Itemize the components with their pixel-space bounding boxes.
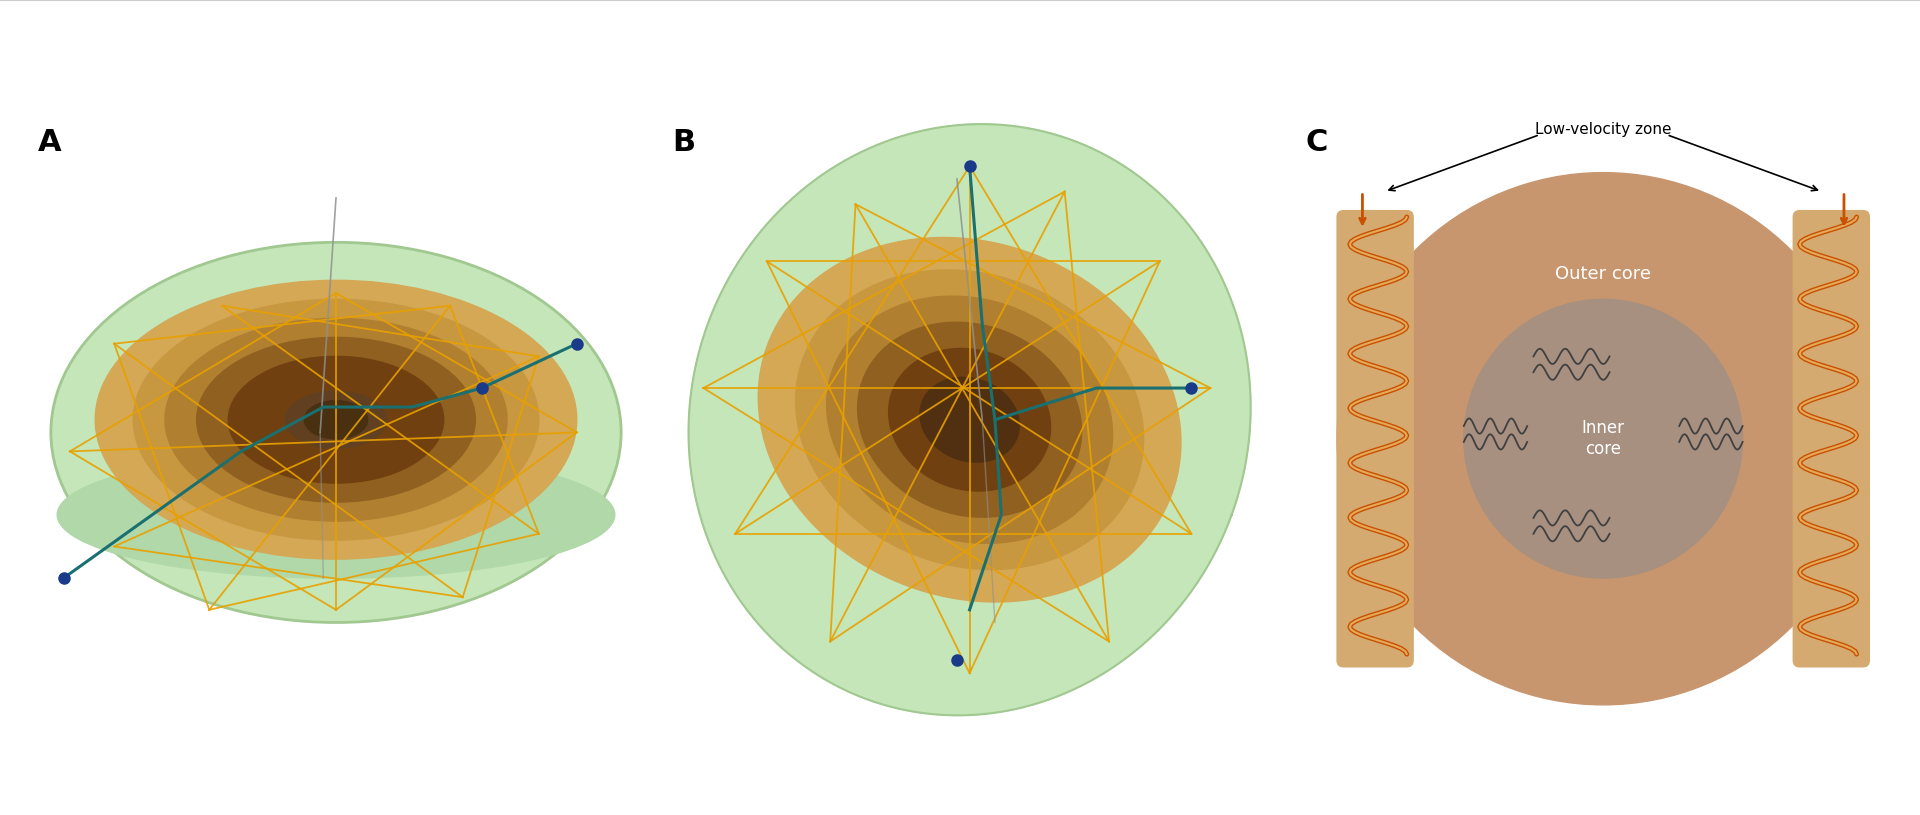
Polygon shape [889,349,1050,491]
Polygon shape [758,237,1181,602]
Ellipse shape [50,242,622,623]
Ellipse shape [228,356,444,483]
Ellipse shape [303,401,369,438]
Polygon shape [920,377,1020,462]
Ellipse shape [58,452,614,578]
Text: A: A [38,128,61,157]
Polygon shape [795,270,1144,570]
Polygon shape [858,322,1081,518]
Ellipse shape [96,280,576,559]
Polygon shape [689,124,1250,716]
Text: B: B [672,128,695,157]
Circle shape [1463,299,1743,578]
Circle shape [1336,173,1870,705]
Ellipse shape [165,319,507,521]
FancyBboxPatch shape [1793,210,1870,667]
Text: C: C [1306,128,1329,157]
Ellipse shape [196,337,476,502]
Text: Low-velocity zone: Low-velocity zone [1534,122,1672,137]
Text: Outer core: Outer core [1555,265,1651,283]
Ellipse shape [286,391,386,448]
Text: Inner
core: Inner core [1582,420,1624,458]
Polygon shape [828,296,1112,544]
FancyBboxPatch shape [1336,210,1413,667]
Ellipse shape [132,299,540,540]
